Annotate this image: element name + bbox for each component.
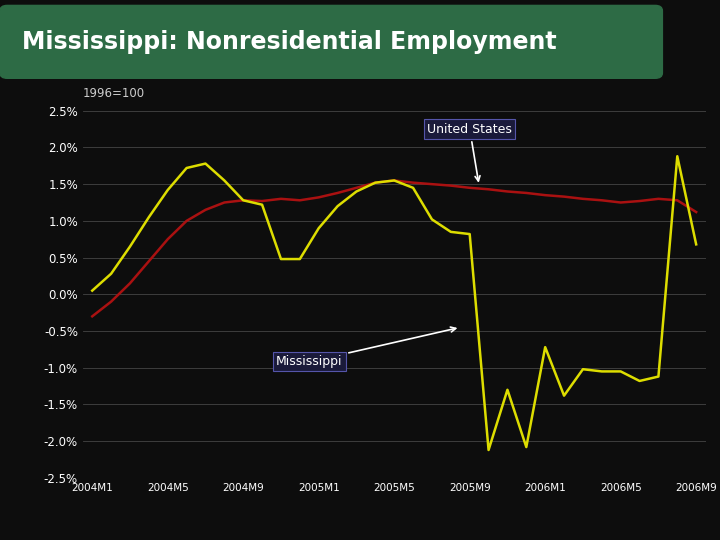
Text: 1996=100: 1996=100 — [83, 87, 145, 100]
Text: United States: United States — [427, 123, 512, 181]
Text: Mississippi: Mississippi — [276, 327, 456, 368]
Text: Mississippi: Nonresidential Employment: Mississippi: Nonresidential Employment — [22, 30, 557, 54]
